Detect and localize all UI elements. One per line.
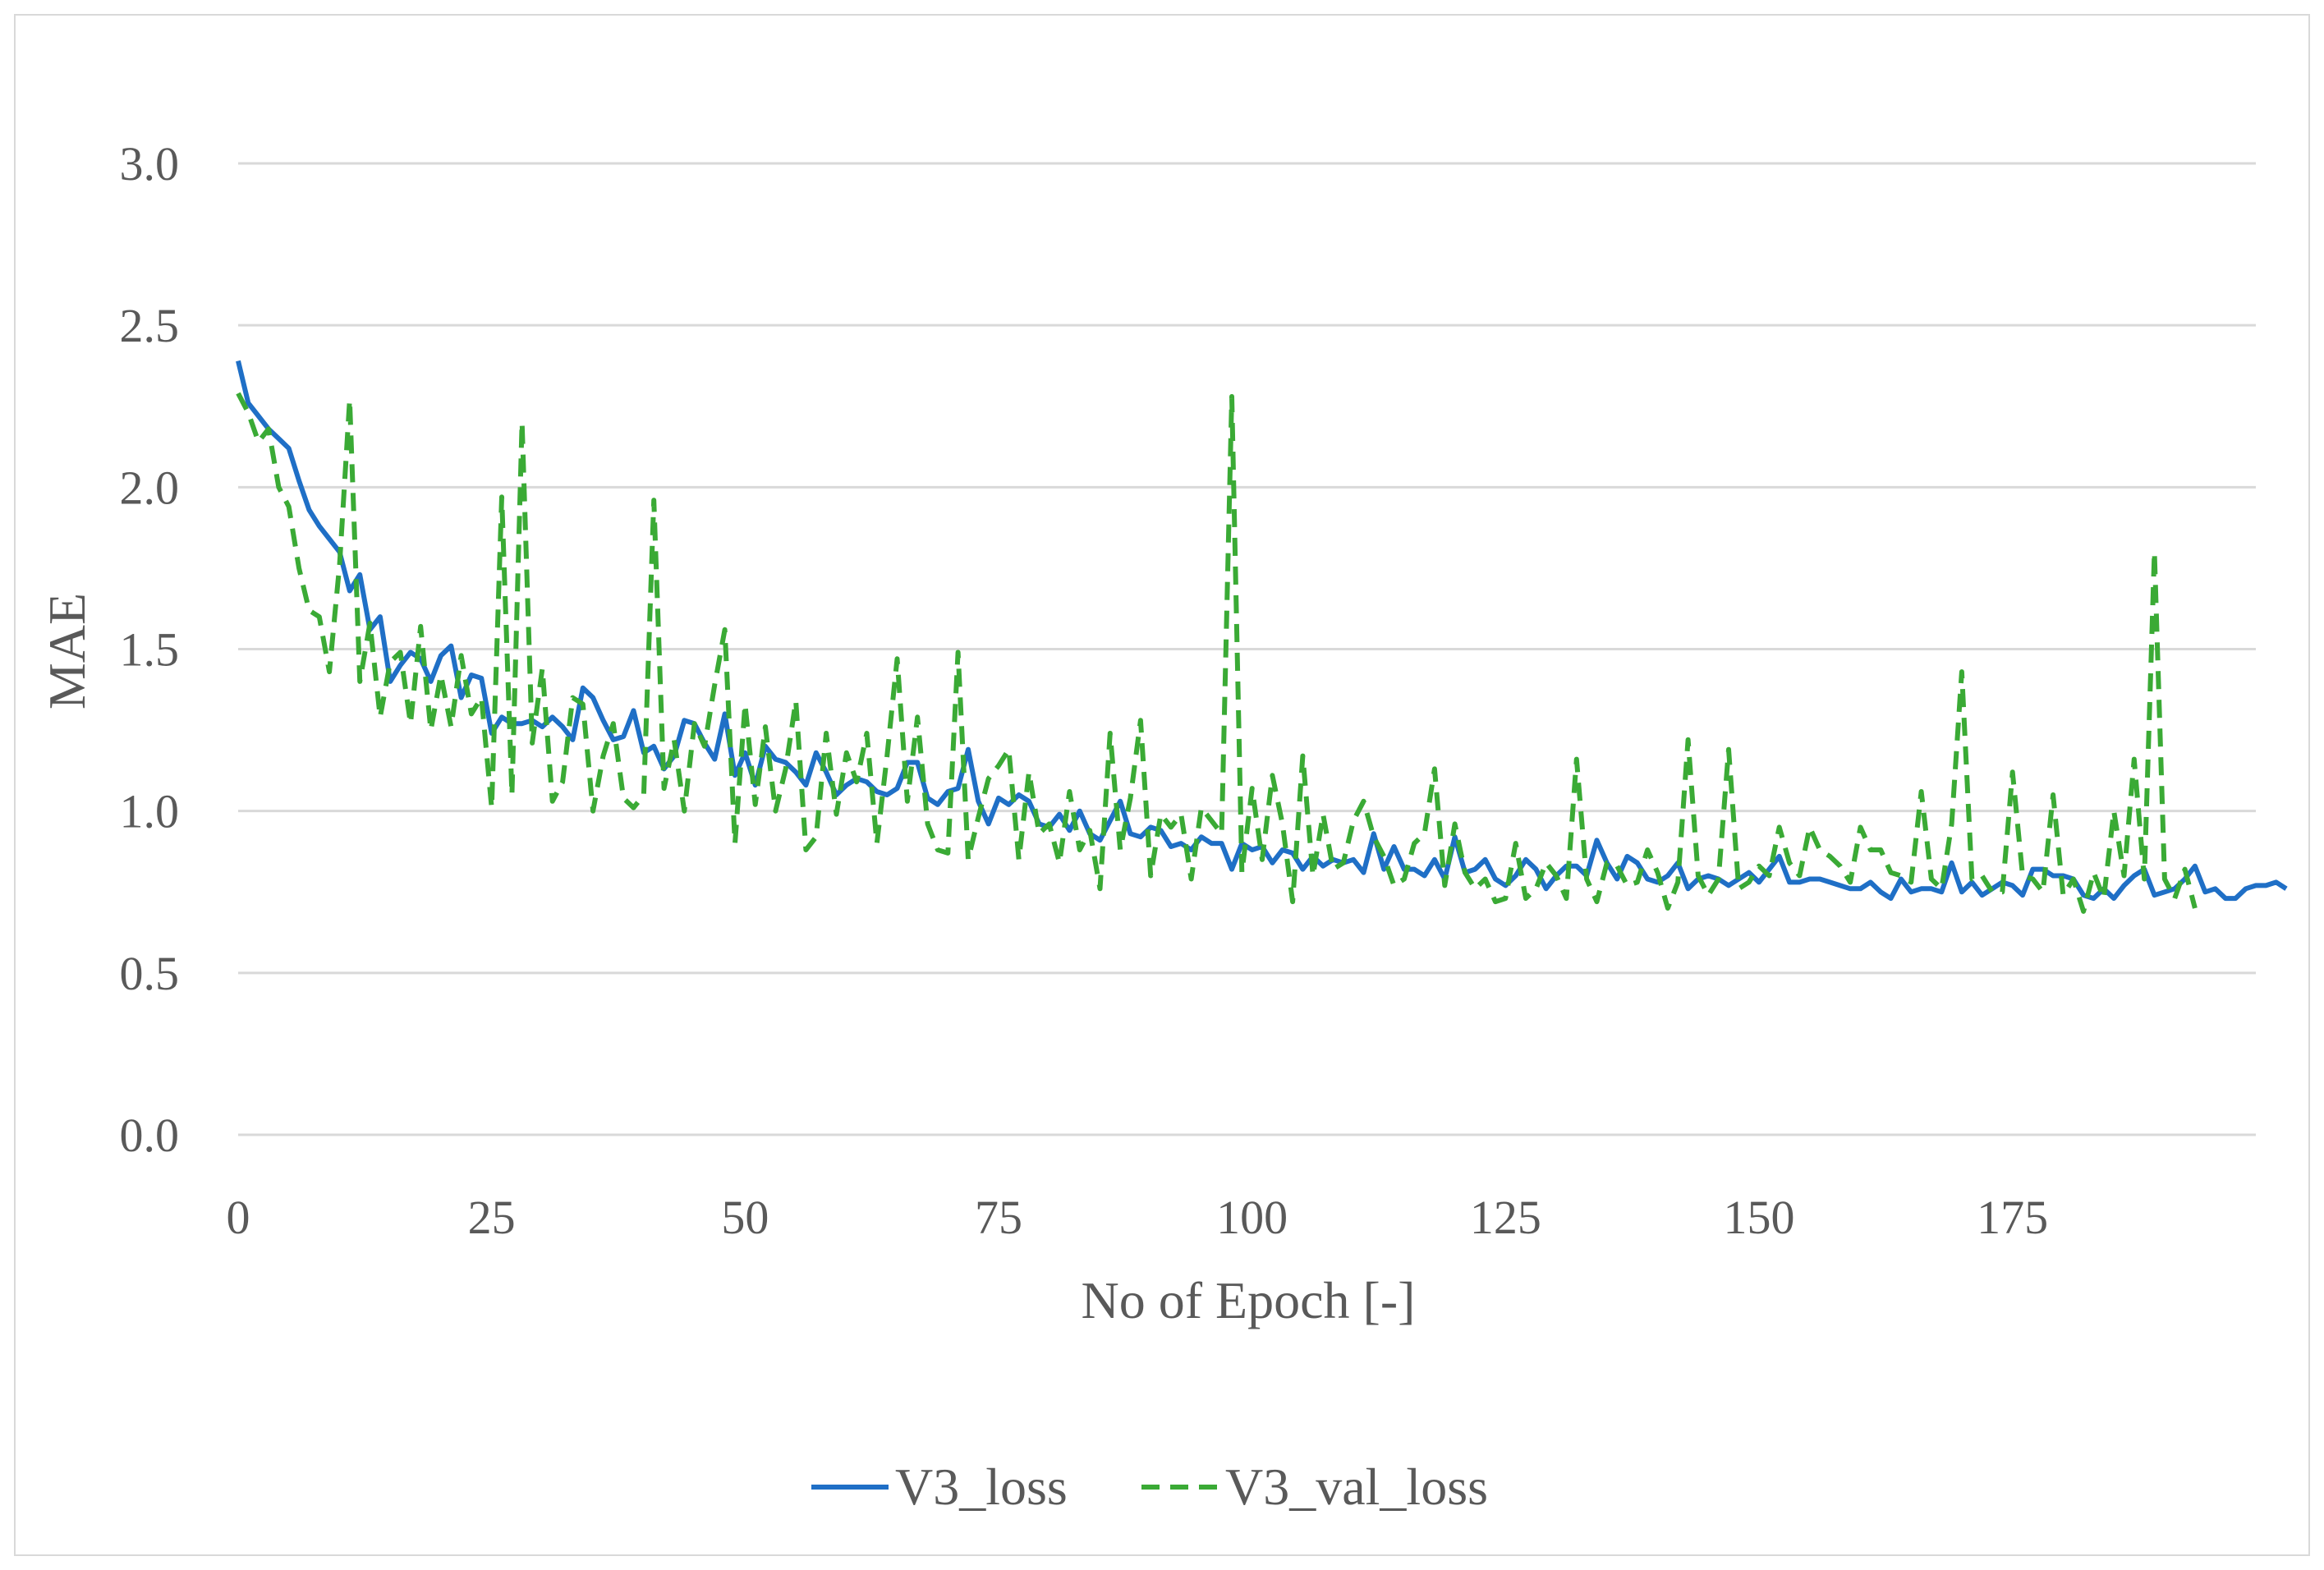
tick-labels: 0.0 0.5 1.0 1.5 2.0 2.5 3.0 0 25 50 75 100 125 150 175 (120, 137, 2049, 1244)
y-tick-label: 2.0 (120, 461, 180, 514)
y-tick-label: 3.0 (120, 137, 180, 191)
x-tick-label: 100 (1216, 1191, 1288, 1244)
chart-frame (14, 14, 2310, 1556)
x-tick-label: 125 (1470, 1191, 1541, 1244)
y-axis-title: MAE (38, 593, 96, 709)
x-axis-title: No of Epoch [-] (1082, 1271, 1416, 1329)
y-tick-label: 2.5 (120, 299, 180, 352)
series-line-V3-val-loss (236, 392, 2198, 914)
x-tick-label: 175 (1977, 1191, 2048, 1244)
x-tick-label: 50 (721, 1191, 769, 1244)
legend-item-V3-loss: V3_loss (811, 1458, 1068, 1516)
legend-item-V3-val-loss: V3_val_loss (1141, 1458, 1488, 1516)
x-tick-label: 75 (975, 1191, 1022, 1244)
series-line-V3-loss (236, 360, 2288, 902)
y-tick-label: 0.0 (120, 1109, 180, 1162)
y-tick-label: 0.5 (120, 947, 180, 1000)
series-lines (236, 360, 2288, 914)
x-tick-label: 25 (468, 1191, 516, 1244)
legend-label-V3-val-loss: V3_val_loss (1225, 1458, 1488, 1516)
x-tick-label: 150 (1724, 1191, 1795, 1244)
legend: V3_loss V3_val_loss (811, 1458, 1488, 1516)
gridlines (238, 162, 2256, 1136)
y-tick-label: 1.5 (120, 623, 180, 677)
y-tick-label: 1.0 (120, 785, 180, 838)
legend-label-V3-loss: V3_loss (895, 1458, 1068, 1516)
x-tick-label: 0 (227, 1191, 250, 1244)
